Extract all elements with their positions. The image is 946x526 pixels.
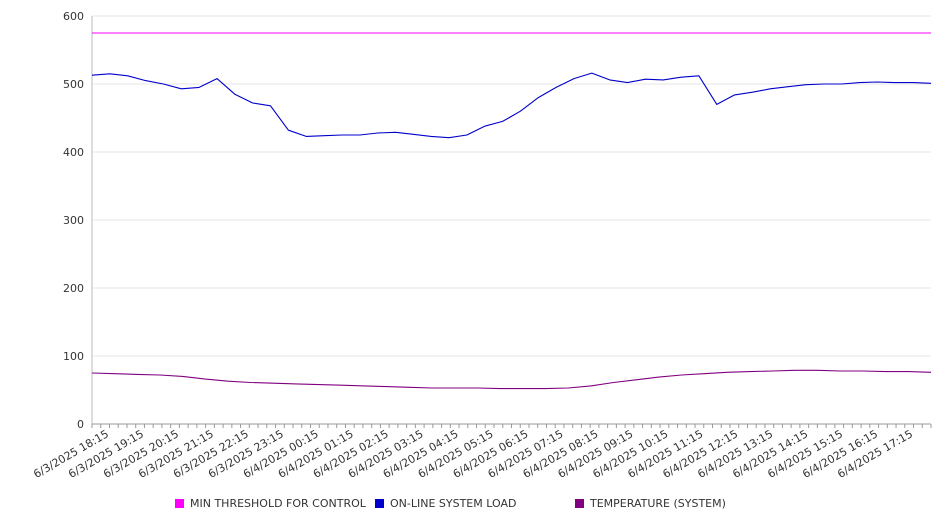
y-tick-label: 400 [63,146,84,159]
series-lines [91,32,932,390]
legend-label-min-threshold: MIN THRESHOLD FOR CONTROL [190,497,366,510]
grid-lines [92,15,931,357]
legend-label-temperature: TEMPERATURE (SYSTEM) [590,497,726,510]
legend-swatch-min-threshold [175,499,184,508]
y-tick-label: 100 [63,350,84,363]
x-axis-ticks: 6/3/2025 18:156/3/2025 19:156/3/2025 20:… [31,427,915,481]
y-tick-label: 200 [63,282,84,295]
y-tick-label: 300 [63,214,84,227]
series-line-1 [91,72,932,139]
legend: MIN THRESHOLD FOR CONTROL ON-LINE SYSTEM… [0,497,946,515]
y-tick-label: 600 [63,10,84,23]
axes [91,16,932,428]
y-tick-label: 0 [77,418,84,431]
legend-item-system-load: ON-LINE SYSTEM LOAD [375,497,516,510]
legend-item-min-threshold: MIN THRESHOLD FOR CONTROL [175,497,366,510]
legend-item-temperature: TEMPERATURE (SYSTEM) [575,497,726,510]
legend-swatch-temperature [575,499,584,508]
legend-label-system-load: ON-LINE SYSTEM LOAD [390,497,517,510]
legend-swatch-system-load [375,499,384,508]
series-line-2 [91,369,932,390]
y-axis-ticks: 0 100 200 300 400 500 600 [63,10,84,431]
y-tick-label: 500 [63,78,84,91]
